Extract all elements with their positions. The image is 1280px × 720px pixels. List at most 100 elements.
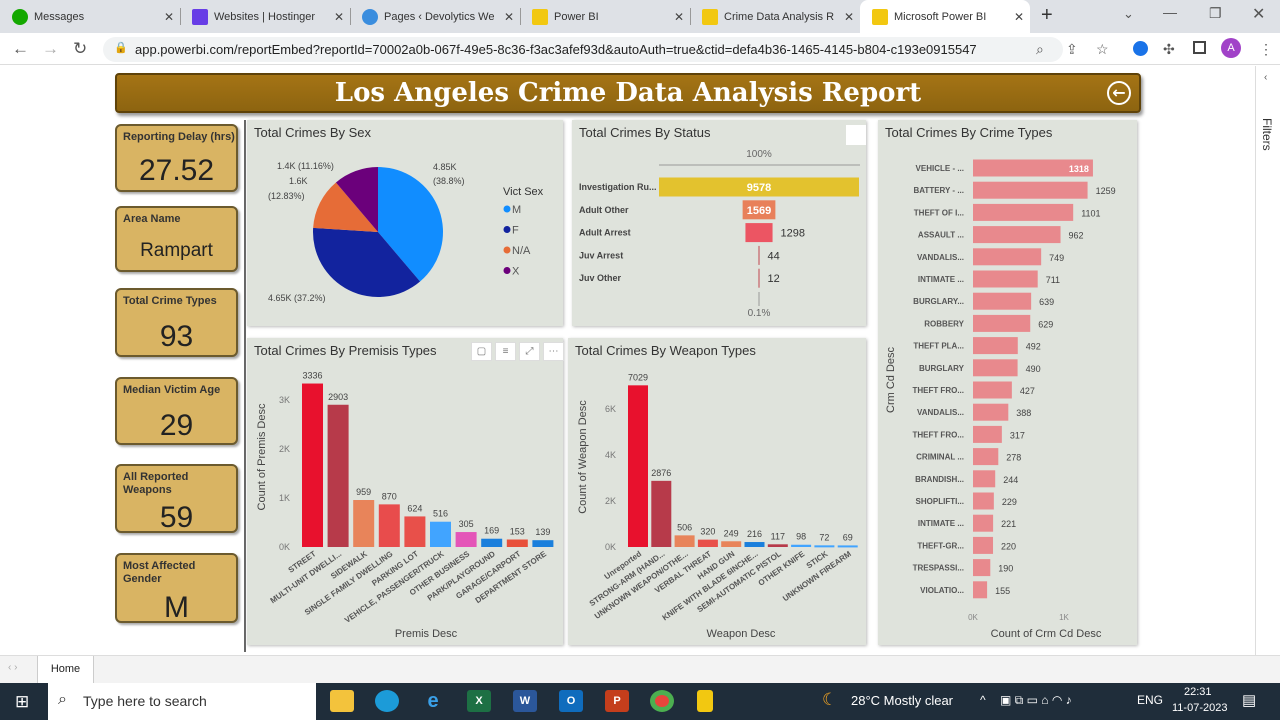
profile-avatar[interactable]: A — [1221, 38, 1241, 58]
url-input[interactable]: 🔒 app.powerbi.com/reportEmbed?reportId=70… — [103, 37, 1063, 62]
powerpoint-icon[interactable]: P — [605, 690, 629, 712]
close-tab-icon[interactable]: ✕ — [503, 9, 514, 24]
legend-item: M — [512, 204, 521, 216]
edge-icon[interactable] — [375, 690, 399, 712]
powerbi-icon — [872, 8, 888, 25]
bookmark-star-icon[interactable]: ☆ — [1096, 41, 1109, 57]
data-label: 139 — [535, 527, 550, 537]
data-label: 490 — [1026, 364, 1041, 374]
taskbar-search-input[interactable]: ⌕ Type here to search — [48, 683, 316, 720]
bar — [973, 337, 1018, 355]
tab-devolytics[interactable]: Pages ‹ Devolytics We ✕ — [350, 0, 520, 33]
data-label: 629 — [1038, 319, 1053, 329]
outlook-icon[interactable]: O — [559, 690, 583, 712]
reload-icon[interactable]: ↻ — [73, 39, 88, 58]
filter-icon[interactable]: ≡ — [495, 342, 516, 361]
back-icon[interactable]: ← — [12, 39, 29, 58]
data-label: 492 — [1026, 342, 1041, 352]
more-options-icon[interactable]: ⋯ — [543, 342, 564, 361]
chart-crimes-by-crime-type[interactable]: VEHICLE - ... 1318 BATTERY - ... 1259 THEFT … — [878, 120, 1137, 645]
pie-chart: 1.4K (11.16%) 1.6K (12.83%) 4.85K (38.8%) 4.6… — [268, 161, 544, 303]
powerbi-icon — [532, 8, 548, 25]
y-tick-label: ASSAULT ... — [918, 231, 964, 240]
data-label: 2876 — [651, 468, 671, 478]
chart-crimes-by-sex[interactable]: 1.4K (11.16%) 1.6K (12.83%) 4.85K (38.8%) 4.6… — [247, 120, 563, 326]
tab-crime-data[interactable]: Crime Data Analysis R ✕ — [690, 0, 860, 33]
restore-button[interactable]: ❐ — [1209, 5, 1222, 21]
clock-time[interactable]: 22:31 — [1184, 686, 1212, 698]
chart-crimes-by-weapon[interactable]: 0K 2K 4K 6K 7029 Unreported 2876 STRONG-ARM (HA… — [568, 338, 866, 645]
close-tab-icon[interactable]: ✕ — [1013, 9, 1024, 24]
powerbi-taskbar-icon[interactable] — [697, 690, 713, 712]
extension-icon[interactable] — [1133, 41, 1148, 56]
focus-mode-box[interactable] — [846, 125, 866, 145]
close-tab-icon[interactable]: ✕ — [673, 9, 684, 24]
extensions-puzzle-icon[interactable]: ✣ — [1163, 41, 1175, 57]
report-title-banner: Los Angeles Crime Data Analysis Report ← — [115, 73, 1141, 113]
side-panel-icon[interactable] — [1193, 41, 1206, 54]
page-nav-arrows[interactable]: ‹ › — [8, 662, 18, 673]
file-explorer-icon[interactable] — [330, 690, 354, 712]
data-label: 153 — [510, 527, 525, 537]
tray-icons[interactable]: ▣ ⧉ ▭ ⌂ ◠ ♪ — [1000, 693, 1072, 707]
data-label: 244 — [1003, 475, 1018, 485]
tab-microsoft-power-bi[interactable]: Microsoft Power BI ✕ — [860, 0, 1030, 33]
bar — [973, 536, 994, 554]
share-icon[interactable]: ⇪ — [1066, 41, 1078, 57]
minimize-button[interactable]: — — [1163, 4, 1177, 20]
internet-explorer-icon[interactable]: e — [427, 690, 439, 712]
y-tick-label: SHOPLIFTI... — [916, 497, 964, 506]
bar — [973, 470, 996, 488]
bar — [404, 516, 426, 547]
language-indicator[interactable]: ENG — [1137, 693, 1164, 707]
chrome-icon[interactable] — [650, 690, 674, 712]
tab-label: Pages ‹ Devolytics We — [384, 10, 495, 23]
collapse-icon[interactable]: ‹ — [1264, 72, 1268, 83]
tab-messages[interactable]: Messages ✕ — [0, 0, 180, 33]
data-label: 959 — [356, 487, 371, 497]
excel-icon[interactable]: X — [467, 690, 491, 712]
chart-crimes-by-premises[interactable]: 0K 1K 2K 3K 3336 STREET 2903 MULTI-UNIT DWELLI.… — [247, 338, 564, 645]
notifications-icon[interactable]: ▤ — [1242, 692, 1257, 709]
legend-marker — [503, 226, 511, 233]
zoom-icon[interactable]: ⌕ — [1036, 41, 1044, 57]
tab-label: Messages — [34, 10, 85, 23]
data-label: 388 — [1016, 408, 1031, 418]
chart-title: Total Crimes By Premisis Types — [254, 343, 437, 358]
focus-mode-icon[interactable]: ⤢ — [519, 342, 540, 361]
legend-item: X — [512, 266, 520, 278]
bar — [744, 542, 765, 547]
bar — [481, 538, 503, 547]
menu-kebab-icon[interactable]: ⋮ — [1259, 41, 1273, 57]
new-tab-button[interactable]: + — [1041, 4, 1053, 26]
legend-marker — [503, 267, 511, 274]
close-window-button[interactable]: ✕ — [1252, 6, 1266, 23]
tab-search-icon[interactable]: ⌄ — [1123, 6, 1134, 21]
back-arrow-button[interactable]: ← — [1107, 81, 1131, 105]
chart-crimes-by-status[interactable]: 100% 0.1% Investigation Ru... 9578 Adult Oth… — [572, 120, 866, 326]
data-label-m: 4.85K — [433, 162, 457, 172]
forward-icon[interactable]: → — [42, 39, 59, 58]
copy-visual-icon[interactable]: ▢ — [471, 342, 492, 361]
kpi-value: 59 — [159, 501, 194, 534]
filters-pane[interactable]: ‹ Filters — [1255, 66, 1280, 655]
tray-chevron-icon[interactable]: ^ — [980, 693, 986, 707]
bar — [651, 480, 672, 547]
data-label: 317 — [1010, 430, 1025, 440]
close-tab-icon[interactable]: ✕ — [163, 9, 174, 24]
page-tab-home[interactable]: Home — [37, 656, 94, 684]
windows-start-icon[interactable]: ⊞ — [15, 692, 30, 711]
funnel-category: Juv Other — [579, 273, 622, 283]
tab-hostinger[interactable]: Websites | Hostinger ✕ — [180, 0, 350, 33]
close-tab-icon[interactable]: ✕ — [843, 9, 854, 24]
word-icon[interactable]: W — [513, 690, 537, 712]
bar — [532, 540, 554, 547]
kpi-label: Most Affected Gender — [123, 560, 196, 585]
y-tick-label: 1K — [279, 493, 290, 503]
close-tab-icon[interactable]: ✕ — [333, 9, 344, 24]
tab-power-bi[interactable]: Power BI ✕ — [520, 0, 690, 33]
data-label: 69 — [843, 532, 853, 542]
weather-text[interactable]: 28°C Mostly clear — [851, 693, 954, 708]
clock-date[interactable]: 11-07-2023 — [1172, 702, 1228, 714]
kpi-value: Rampart — [140, 240, 213, 261]
